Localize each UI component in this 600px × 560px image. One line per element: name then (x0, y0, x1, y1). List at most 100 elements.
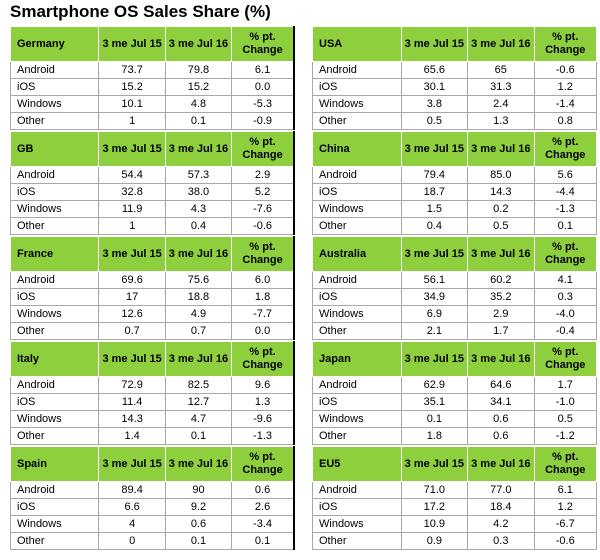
os-label: Other (312, 322, 402, 340)
os-label: Other (312, 427, 402, 445)
cell-change: -4.0 (533, 305, 598, 323)
cell-change: 1.2 (533, 78, 598, 96)
table-row: Windows 11.9 4.3 -7.6 (9, 200, 295, 218)
table-row: Other 0.4 0.5 0.1 (312, 217, 598, 235)
os-label: Windows (9, 515, 100, 533)
cell-value: 2.9 (467, 305, 535, 323)
cell-value: 18.8 (164, 288, 233, 306)
cell-change: -1.4 (533, 95, 598, 113)
cell-value: 64.6 (467, 376, 535, 394)
col-header: 3 me Jul 16 (164, 341, 233, 377)
cell-value: 1.4 (98, 427, 166, 445)
cell-value: 75.6 (164, 271, 233, 289)
cell-value: 1.5 (400, 200, 469, 218)
cell-change: 5.6 (533, 166, 598, 184)
region-table-france: France 3 me Jul 15 3 me Jul 16 % pt. Cha… (9, 236, 295, 340)
cell-value: 32.8 (98, 183, 166, 201)
cell-change: -0.6 (533, 61, 598, 79)
cell-value: 10.1 (98, 95, 166, 113)
os-label: iOS (9, 498, 100, 516)
cell-value: 56.1 (400, 271, 469, 289)
table-row: Other 0.7 0.7 0.0 (9, 322, 295, 340)
cell-value: 73.7 (98, 61, 166, 79)
os-label: Other (9, 217, 100, 235)
os-label: Other (9, 112, 100, 130)
cell-change: 0.6 (231, 481, 295, 499)
region-table-spain: Spain 3 me Jul 15 3 me Jul 16 % pt. Chan… (9, 446, 295, 550)
cell-value: 1 (98, 112, 166, 130)
region-name: Germany (9, 26, 100, 62)
cell-change: 6.1 (231, 61, 295, 79)
region-name: Japan (312, 341, 402, 377)
table-row: Other 0.5 1.3 0.8 (312, 112, 598, 130)
os-label: Other (312, 112, 402, 130)
cell-change: 0.0 (231, 78, 295, 96)
cell-change: 0.3 (533, 288, 598, 306)
cell-value: 85.0 (467, 166, 535, 184)
cell-change: 0.8 (533, 112, 598, 130)
table-row: iOS 15.2 15.2 0.0 (9, 78, 295, 96)
cell-change: -1.2 (533, 427, 598, 445)
cell-change: 6.1 (533, 481, 598, 499)
cell-value: 17 (98, 288, 166, 306)
cell-value: 18.4 (467, 498, 535, 516)
col-header: 3 me Jul 16 (467, 26, 535, 62)
col-header: 3 me Jul 16 (467, 131, 535, 167)
cell-value: 0.3 (467, 532, 535, 550)
table-row: Android 56.1 60.2 4.1 (312, 271, 598, 289)
col-header: % pt. Change (231, 341, 295, 377)
col-header: 3 me Jul 15 (400, 446, 469, 482)
os-label: Android (9, 376, 100, 394)
table-row: Other 1 0.1 -0.9 (9, 112, 295, 130)
table-row: iOS 34.9 35.2 0.3 (312, 288, 598, 306)
cell-value: 34.9 (400, 288, 469, 306)
col-header: % pt. Change (231, 131, 295, 167)
table-row: Other 0 0.1 0.1 (9, 532, 295, 550)
table-row: Windows 6.9 2.9 -4.0 (312, 305, 598, 323)
cell-value: 0 (98, 532, 166, 550)
os-label: Android (312, 61, 402, 79)
table-row: Windows 14.3 4.7 -9.6 (9, 410, 295, 428)
cell-change: 5.2 (231, 183, 295, 201)
table-row: Other 2.1 1.7 -0.4 (312, 322, 598, 340)
cell-change: 0.1 (533, 217, 598, 235)
cell-value: 0.5 (467, 217, 535, 235)
cell-change: -6.7 (533, 515, 598, 533)
table-row: iOS 30.1 31.3 1.2 (312, 78, 598, 96)
table-row: iOS 35.1 34.1 -1.0 (312, 393, 598, 411)
cell-value: 1.8 (400, 427, 469, 445)
cell-value: 0.1 (164, 427, 233, 445)
table-row: Other 1 0.4 -0.6 (9, 217, 295, 235)
col-header: 3 me Jul 15 (400, 236, 469, 272)
region-name: USA (312, 26, 402, 62)
os-label: iOS (312, 393, 402, 411)
cell-value: 4.7 (164, 410, 233, 428)
cell-change: 0.1 (231, 532, 295, 550)
cell-change: 2.9 (231, 166, 295, 184)
cell-change: -0.4 (533, 322, 598, 340)
cell-value: 4.8 (164, 95, 233, 113)
table-row: Android 65.6 65 -0.6 (312, 61, 598, 79)
cell-value: 2.4 (467, 95, 535, 113)
table-row: Other 0.9 0.3 -0.6 (312, 532, 598, 550)
table-row: iOS 17 18.8 1.8 (9, 288, 295, 306)
cell-value: 0.6 (467, 410, 535, 428)
cell-value: 60.2 (467, 271, 535, 289)
os-label: Android (312, 481, 402, 499)
cell-value: 1.3 (467, 112, 535, 130)
os-label: Windows (9, 95, 100, 113)
cell-value: 34.1 (467, 393, 535, 411)
table-row: iOS 6.6 9.2 2.6 (9, 498, 295, 516)
table-row: Android 72.9 82.5 9.6 (9, 376, 295, 394)
os-label: Windows (312, 95, 402, 113)
cell-value: 77.0 (467, 481, 535, 499)
col-header: % pt. Change (533, 341, 598, 377)
os-label: Android (9, 166, 100, 184)
os-label: iOS (9, 393, 100, 411)
table-row: Windows 12.6 4.9 -7.7 (9, 305, 295, 323)
cell-value: 0.6 (164, 515, 233, 533)
cell-value: 79.4 (400, 166, 469, 184)
os-label: Windows (312, 305, 402, 323)
cell-value: 0.7 (164, 322, 233, 340)
col-header: % pt. Change (533, 131, 598, 167)
